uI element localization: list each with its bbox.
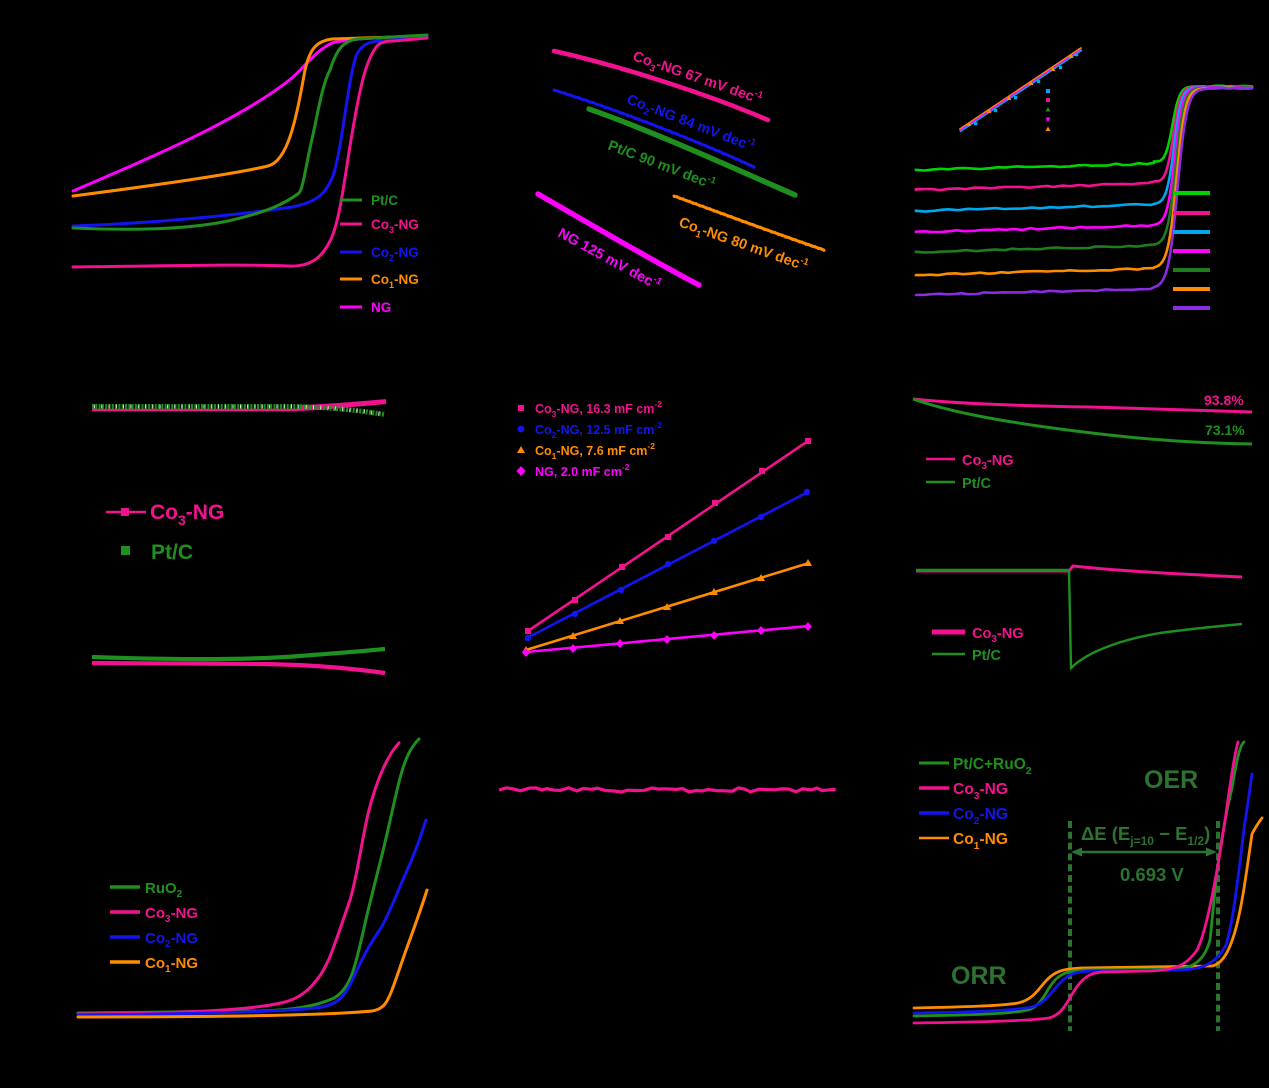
svg-text:RuO2: RuO2 <box>145 880 183 900</box>
svg-text:93.8%: 93.8% <box>1204 392 1244 408</box>
svg-text:0.693 V: 0.693 V <box>1120 864 1184 885</box>
svg-text:Co1-NG: Co1-NG <box>145 955 198 975</box>
svg-text:Pt/C: Pt/C <box>371 193 398 208</box>
svg-text:Pt/C+RuO2: Pt/C+RuO2 <box>953 756 1032 777</box>
svg-text:Co3-NG: Co3-NG <box>962 453 1014 472</box>
svg-text:Co3-NG: Co3-NG <box>145 905 198 925</box>
svg-text:ΔE (Ej=10 − E1/2): ΔE (Ej=10 − E1/2) <box>1081 823 1210 848</box>
svg-text:Co3-NG: Co3-NG <box>371 217 419 235</box>
svg-text:Pt/C: Pt/C <box>972 648 1002 664</box>
svg-text:ORR: ORR <box>951 962 1007 990</box>
svg-text:Co2-NG: Co2-NG <box>145 930 198 950</box>
svg-text:Co2-NG, 12.5 mF cm-2: Co2-NG, 12.5 mF cm-2 <box>535 420 662 440</box>
svg-text:Co3-NG: Co3-NG <box>972 626 1024 645</box>
svg-text:Pt/C: Pt/C <box>962 476 992 492</box>
svg-text:Co3-NG: Co3-NG <box>953 781 1008 802</box>
svg-text:Co1-NG: Co1-NG <box>953 831 1008 852</box>
svg-text:Co2-NG: Co2-NG <box>371 245 419 263</box>
svg-text:Co2-NG: Co2-NG <box>953 806 1008 827</box>
svg-text:Co3-NG, 16.3 mF cm-2: Co3-NG, 16.3 mF cm-2 <box>535 399 662 419</box>
svg-text:Co3-NG: Co3-NG <box>150 501 224 528</box>
svg-text:Co1-NG: Co1-NG <box>371 272 419 290</box>
svg-text:Pt/C: Pt/C <box>151 541 193 564</box>
svg-text:NG: NG <box>371 300 391 315</box>
svg-text:73.1%: 73.1% <box>1205 422 1245 438</box>
svg-text:OER: OER <box>1144 766 1198 794</box>
svg-text:NG, 2.0 mF cm-2: NG, 2.0 mF cm-2 <box>535 462 630 479</box>
svg-text:Co1-NG, 7.6 mF cm-2: Co1-NG, 7.6 mF cm-2 <box>535 441 655 461</box>
